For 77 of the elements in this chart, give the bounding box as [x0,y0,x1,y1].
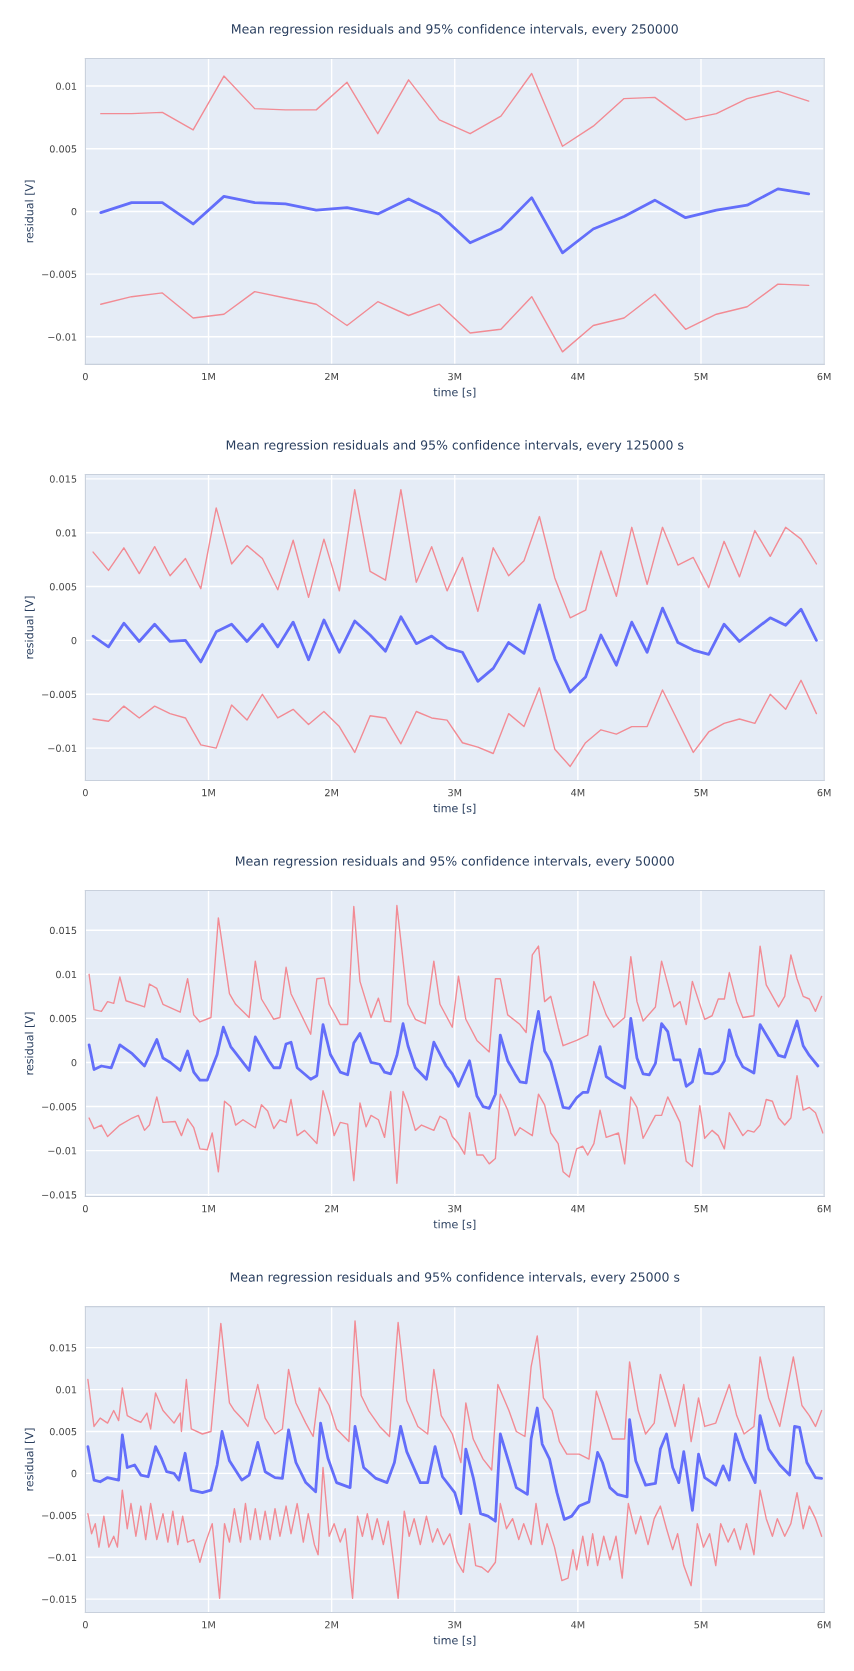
y-tick-label: −0.01 [48,744,77,752]
y-tick-label: 0.01 [56,1386,77,1394]
x-tick-label: 1M [202,789,215,797]
x-tick-label: 4M [571,1621,585,1629]
chart-title: Mean regression residuals and 95% confidence intervals, every 50000 [236,856,674,869]
line-series [87,1466,823,1599]
x-tick-label: 0 [82,372,88,381]
line-series [92,679,818,768]
x-tick-label: 5M [694,1205,708,1213]
y-tick-label: −0.01 [48,333,77,341]
x-tick-label: 3M [448,788,462,797]
x-tick-label: 6M [817,372,831,381]
line-series [87,1009,820,1110]
y-axis-title: residual [V] [24,180,35,243]
x-tick-label: 0 [82,788,88,797]
y-tick-label: 0.01 [56,970,77,979]
y-tick-label: −0.005 [42,690,77,699]
line-series [86,1406,824,1523]
x-tick-label: 2M [325,788,338,797]
y-tick-label: −0.005 [42,1511,77,1520]
y-tick-label: 0 [71,636,77,645]
x-tick-label: 3M [448,1621,462,1629]
chart-title: Mean regression residuals and 95% confidence intervals, every 250000 [232,23,678,37]
line-series [100,72,810,147]
x-tick-label: 5M [694,1621,708,1629]
y-tick-label: −0.015 [42,1191,77,1199]
x-tick-label: 6M [817,788,831,797]
x-tick-label: 5M [694,789,708,797]
x-tick-label: 2M [325,372,338,381]
x-tick-label: 2M [325,1621,338,1629]
y-tick-label: 0.005 [49,145,77,153]
y-tick-label: 0.015 [49,1344,77,1352]
y-tick-label: −0.005 [42,270,77,278]
y-tick-label: 0.01 [56,82,77,90]
line-series [99,187,811,255]
chart-title: Mean regression residuals and 95% confidence intervals, every 25000 s [230,1272,680,1285]
x-axis-title: time [s] [433,803,476,814]
x-tick-label: 4M [571,373,585,381]
x-tick-label: 1M [202,1205,215,1213]
x-tick-label: 2M [325,1204,338,1213]
y-tick-label: 0.005 [49,1427,77,1436]
y-tick-label: 0 [71,207,77,216]
y-tick-label: 0.015 [49,475,77,483]
x-tick-label: 4M [571,1205,585,1213]
x-tick-label: 0 [82,1204,88,1213]
y-tick-label: 0.005 [49,1014,77,1023]
y-tick-label: 0 [71,1058,77,1067]
x-tick-label: 5M [694,373,708,381]
y-tick-label: 0.015 [49,926,77,935]
y-tick-label: 0 [71,1469,77,1478]
line-series [88,1075,824,1184]
x-tick-label: 3M [448,372,462,381]
line-series [92,488,818,619]
x-tick-label: 0 [82,1621,88,1629]
y-axis-title: residual [V] [24,596,35,659]
x-tick-label: 4M [571,789,585,797]
y-tick-label: 0.005 [49,583,77,591]
x-tick-label: 1M [202,373,215,381]
line-series [87,1320,823,1471]
x-tick-label: 3M [448,1204,462,1213]
x-tick-label: 6M [817,1204,831,1213]
x-tick-label: 1M [202,1621,215,1629]
line-series [91,603,818,694]
y-axis-title: residual [V] [24,1428,35,1491]
y-axis-title: residual [V] [24,1012,35,1075]
y-tick-label: −0.015 [42,1595,77,1603]
x-axis-title: time [s] [433,1219,476,1230]
y-tick-label: −0.01 [48,1147,77,1155]
line-series [100,283,810,353]
line-series [88,904,823,1053]
x-tick-label: 6M [817,1621,831,1629]
y-tick-label: −0.01 [48,1553,77,1562]
chart-title: Mean regression residuals and 95% confidence intervals, every 125000 s [226,440,684,453]
y-tick-label: 0.01 [56,529,77,537]
x-axis-title: time [s] [433,387,476,398]
y-tick-label: −0.005 [42,1103,77,1111]
x-axis-title: time [s] [433,1635,476,1646]
